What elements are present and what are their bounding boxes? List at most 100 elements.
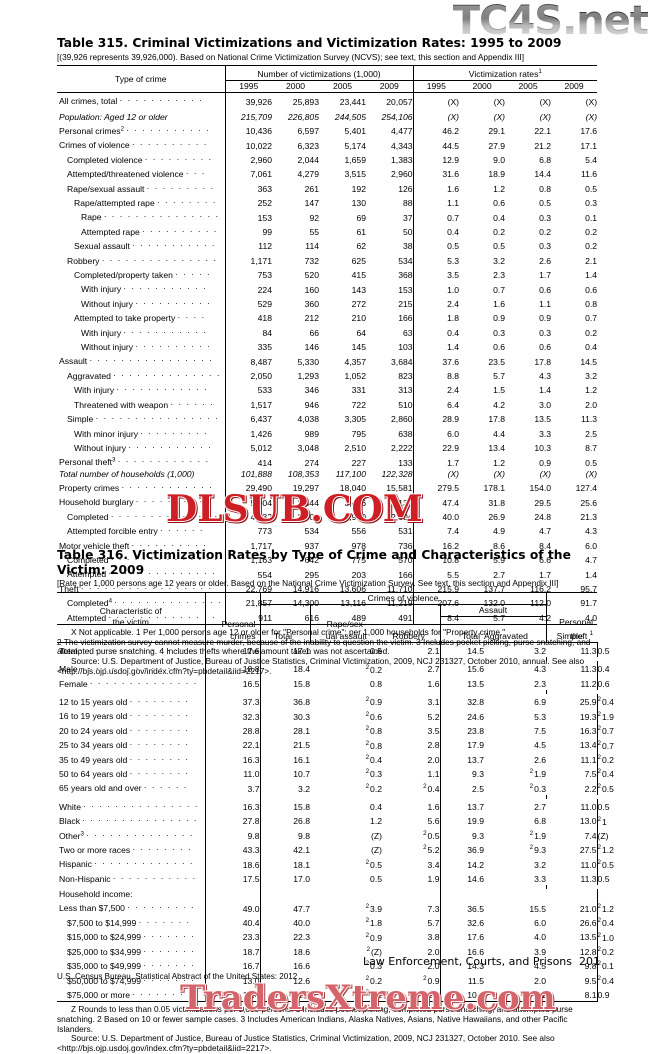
cell: 1.2 — [493, 183, 506, 194]
cell: 27.9 — [488, 140, 506, 151]
row-label: Completed violence . . . . . . . . . . .… — [57, 151, 226, 167]
row-label: 35 to 49 years old . . . . . . . . . . .… — [57, 751, 206, 767]
cell: 11.6 — [580, 169, 598, 180]
cell: 10.2 — [440, 986, 484, 1003]
row-label: Female . . . . . . . . . . . . . . . . .… — [57, 675, 206, 690]
running-head-text: Law Enforcement, Courts, and Prisons — [362, 955, 572, 968]
table-row: $15,000 to $24,999 . . . . . . . . . . .… — [57, 929, 614, 944]
cell: 29.3 — [529, 844, 547, 856]
cell: 37.6 — [442, 356, 460, 367]
table-row: Total number of households (1,000) 101,88… — [57, 468, 598, 480]
cell: 346 — [304, 385, 319, 396]
cell: 9.8 — [205, 827, 261, 843]
col-group-crimes-of-violence: Crimes of violence — [260, 591, 547, 605]
cell: 212 — [304, 313, 319, 324]
cell: 108,353 — [287, 468, 319, 479]
cell: 84 — [262, 327, 272, 338]
cell: 3.2 — [585, 371, 598, 382]
cell: 2.1 — [585, 255, 598, 266]
row-label: Total number of households (1,000) — [57, 468, 226, 480]
cell: 5.7 — [493, 371, 506, 382]
cell: (X) — [447, 111, 460, 122]
cell: 24.8 — [534, 511, 552, 522]
cell: 36.9 — [467, 845, 484, 856]
cell: 19,297 — [292, 483, 319, 494]
row-label: Completed . . . . . . . . . . . . . . . … — [57, 551, 226, 567]
row-label: 65 years old and over . . . . . . . . . … — [57, 780, 206, 795]
cell — [382, 889, 441, 901]
cell: 192 — [351, 183, 366, 194]
table-row: Attempted to take property . . . . . . .… — [57, 310, 598, 325]
cell: 66 — [309, 327, 319, 338]
table-row: All crimes, total . . . . . . . . . . . … — [57, 92, 597, 108]
row-label: Two or more races . . . . . . . . . . . … — [57, 842, 206, 857]
cell: 279.5 — [437, 483, 460, 494]
row-label: Threatened with weapon . . . . . . . . .… — [57, 396, 226, 412]
cell: 224 — [257, 284, 272, 295]
cell: 14.4 — [534, 169, 552, 180]
table-row: Threatened with weapon . . . . . . . . .… — [57, 396, 597, 412]
cell: 23.3 — [205, 929, 261, 944]
cell: 6.4 — [447, 399, 460, 410]
cell: 0.7 — [585, 313, 598, 324]
cell: 2.4 — [447, 385, 460, 396]
cell: 313 — [366, 382, 414, 397]
cell: 2,044 — [297, 154, 319, 165]
row-label: Without injury . . . . . . . . . . . . .… — [57, 439, 226, 455]
cell: 22.9 — [442, 443, 460, 454]
cell: 0.3 — [539, 241, 552, 252]
row-label: 25 to 34 years old . . . . . . . . . . .… — [57, 737, 206, 752]
cell: 1.4 — [585, 270, 598, 281]
cell: 0.8 — [585, 299, 598, 310]
cell: 978 — [351, 540, 366, 551]
table-row: Black . . . . . . . . . . . . . . . . . … — [57, 813, 607, 828]
cell: 823 — [366, 367, 414, 383]
cell: 642 — [304, 555, 319, 566]
cell: 5,174 — [344, 140, 366, 151]
cell: 4.3 — [539, 371, 552, 382]
cell: 16.3 — [546, 722, 598, 738]
col-header-1995-rate: 1995 — [413, 80, 460, 94]
cell: 11,710 — [366, 580, 414, 596]
cell: 2.8 — [382, 737, 441, 752]
table-316-source: Source: U.S. Department of Justice, Bure… — [57, 1033, 555, 1054]
cell: 18.6 — [205, 856, 261, 871]
cell: 0.3 — [493, 327, 506, 338]
cell: (X) — [585, 468, 598, 479]
cell: 13.5 — [467, 678, 484, 689]
cell: 1.6 — [493, 299, 506, 310]
cell: 17.1 — [293, 645, 310, 656]
row-label: Personal theft3 . . . . . . . . . . . . … — [57, 454, 226, 469]
cell: 335 — [257, 342, 272, 353]
cell: 0.4 — [447, 327, 460, 338]
cell: 14.5 — [467, 645, 484, 656]
col-header-simple: Aggravated Simple — [484, 616, 583, 643]
cell: 12.6 — [293, 975, 310, 986]
cell: 946 — [304, 399, 319, 410]
cell: 18.4 — [293, 664, 310, 675]
cell: 43.3 — [205, 842, 261, 857]
cell: 4,357 — [344, 356, 366, 367]
cell: 20.3 — [529, 782, 547, 794]
cell: 5,004 — [250, 497, 272, 508]
cell: 101,888 — [240, 468, 272, 479]
cell: 20.3 — [365, 960, 382, 972]
cell: 2.7 — [382, 661, 441, 676]
cell: 14,916 — [292, 583, 319, 594]
cell: 13.0 — [205, 972, 261, 987]
row-label: $75,000 or more . . . . . . . . . . . . … — [57, 986, 206, 1003]
cell: 11.5 — [260, 986, 310, 1003]
cell: 3.3 — [539, 428, 552, 439]
cell: 5.9 — [493, 555, 506, 566]
col-header-violence-total: Total — [260, 604, 311, 643]
cell: 1.4 — [447, 342, 460, 353]
cell: 29.1 — [488, 126, 506, 137]
cell: 13.4 — [488, 443, 506, 454]
cell: 25,893 — [292, 96, 319, 107]
cell: 2,900 — [344, 511, 366, 522]
cell: 12.4 — [205, 986, 261, 1003]
cell: 3.3 — [534, 874, 547, 885]
row-label: 20 to 24 years old . . . . . . . . . . .… — [57, 722, 206, 738]
table-row: Sexual assault . . . . . . . . . . . . .… — [57, 238, 597, 253]
cell: 3,048 — [297, 443, 319, 454]
